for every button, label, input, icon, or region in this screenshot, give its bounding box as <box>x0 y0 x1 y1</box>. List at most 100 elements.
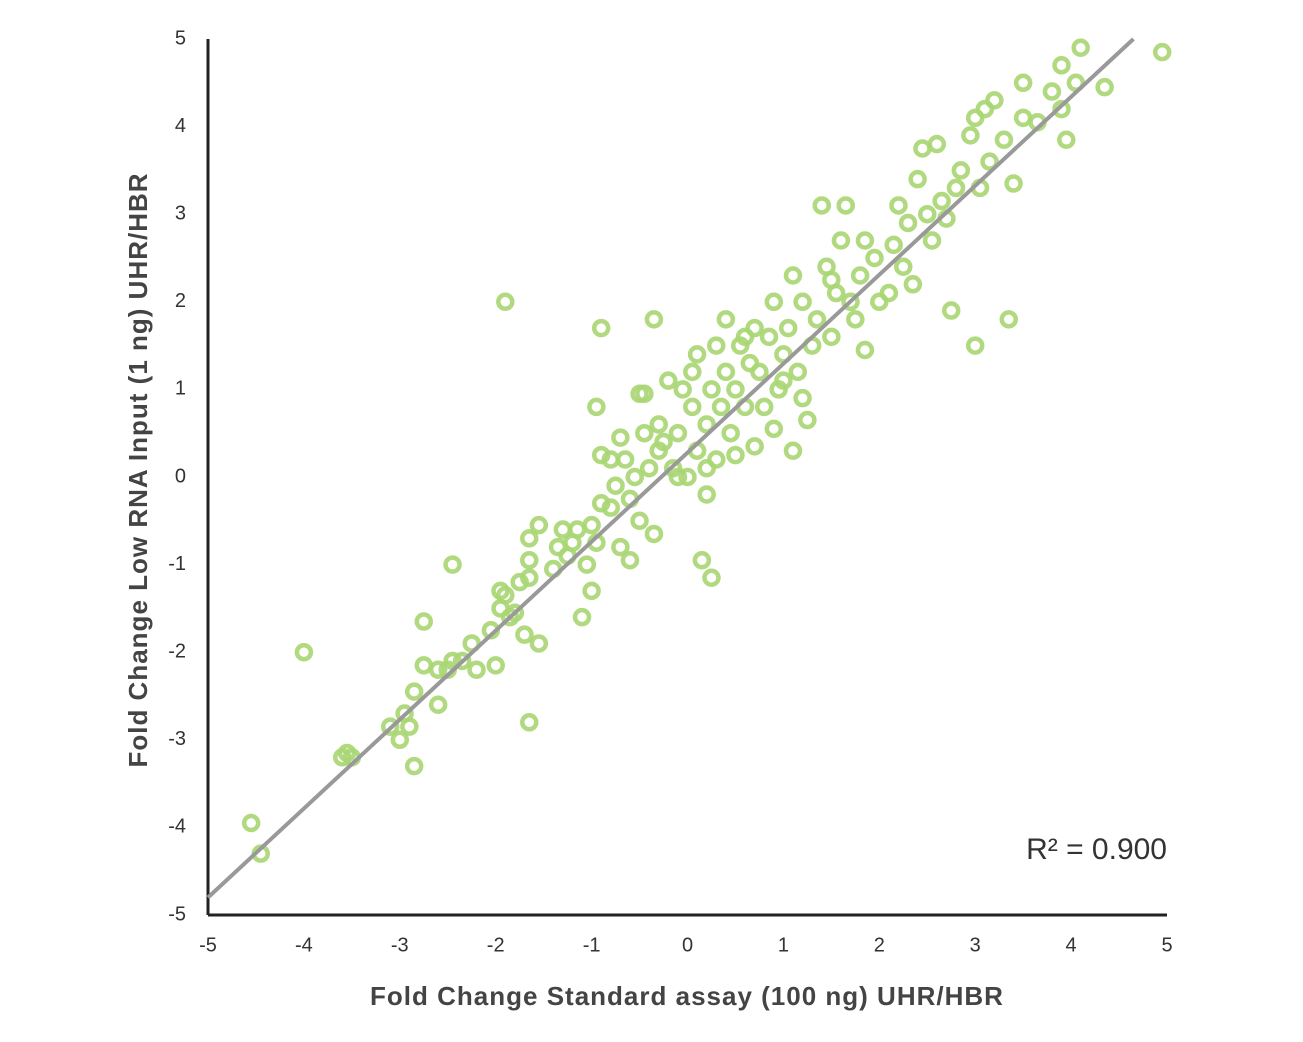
point <box>678 467 697 487</box>
point <box>606 476 625 496</box>
point <box>635 423 654 443</box>
x-tick-label: 3 <box>970 934 981 956</box>
point <box>1071 38 1090 58</box>
point <box>591 318 611 338</box>
point <box>846 310 865 329</box>
point <box>505 603 525 623</box>
point <box>644 524 664 544</box>
annotation: R² = 0.900 <box>1026 833 1167 866</box>
x-axis-title: Fold Change Standard assay (100 ng) UHR/… <box>370 981 1004 1011</box>
x-tick-label: -4 <box>295 934 313 956</box>
y-tick-label: 1 <box>175 378 186 400</box>
x-tick-label: 1 <box>778 934 789 956</box>
point <box>884 235 903 255</box>
point <box>414 656 434 675</box>
point <box>702 568 721 587</box>
point <box>726 445 745 465</box>
point <box>783 266 803 285</box>
point <box>855 231 875 250</box>
point <box>404 756 424 776</box>
point <box>697 458 716 478</box>
point <box>452 651 472 671</box>
point <box>683 397 702 417</box>
point <box>404 682 424 701</box>
point <box>577 555 597 574</box>
point <box>668 467 688 487</box>
point <box>496 586 515 605</box>
point <box>620 550 640 570</box>
y-tick-label: -3 <box>168 728 186 750</box>
y-tick-label: 5 <box>175 27 186 49</box>
point <box>951 161 971 180</box>
point <box>879 283 899 303</box>
point <box>707 336 726 355</box>
y-tick-label: 0 <box>175 465 186 487</box>
point <box>1004 174 1023 193</box>
point <box>778 318 798 338</box>
point <box>932 191 951 211</box>
x-tick-label: 4 <box>1066 934 1077 956</box>
point <box>898 213 918 233</box>
point <box>520 568 539 587</box>
point <box>750 362 769 382</box>
x-tick-label: 2 <box>874 934 885 956</box>
point <box>754 397 774 417</box>
point <box>428 660 448 679</box>
point <box>831 231 851 250</box>
point <box>841 292 860 312</box>
point <box>520 529 539 548</box>
point <box>711 397 731 417</box>
point <box>759 327 779 347</box>
point <box>927 134 947 154</box>
point <box>443 555 462 574</box>
point <box>788 362 808 382</box>
point <box>1057 130 1076 149</box>
x-tick-label: -3 <box>391 934 409 956</box>
point <box>798 410 817 430</box>
point <box>999 310 1019 329</box>
point <box>529 634 549 653</box>
point <box>1013 108 1033 128</box>
point <box>380 717 400 736</box>
point <box>572 607 592 627</box>
point <box>615 450 635 469</box>
point <box>913 139 932 158</box>
point <box>726 380 745 399</box>
point <box>994 130 1014 149</box>
point <box>515 625 534 644</box>
y-tick-label: -1 <box>168 553 186 575</box>
point <box>582 515 601 535</box>
point <box>587 397 606 417</box>
point <box>625 467 645 487</box>
point <box>850 266 870 285</box>
y-tick-label: 4 <box>175 115 186 137</box>
point <box>1152 42 1172 62</box>
point <box>601 450 621 469</box>
point <box>961 126 980 145</box>
point <box>1013 73 1033 93</box>
point <box>337 743 357 763</box>
x-tick-label: 0 <box>682 934 693 956</box>
point <box>649 415 668 434</box>
point <box>836 196 855 215</box>
y-tick-label: -2 <box>168 640 186 662</box>
point <box>793 388 812 408</box>
point <box>553 520 573 539</box>
trend-line <box>206 37 1135 899</box>
point <box>903 275 923 294</box>
x-tick-label: -5 <box>199 934 217 956</box>
y-axis-title: Fold Change Low RNA Input (1 ng) UHR/HBR <box>123 172 153 767</box>
point <box>783 441 803 460</box>
point <box>582 581 601 601</box>
point <box>865 248 884 268</box>
point <box>922 231 942 250</box>
point <box>774 371 793 390</box>
point <box>635 384 654 404</box>
point <box>894 257 913 277</box>
point <box>941 301 961 320</box>
y-tick-label: 2 <box>175 290 186 312</box>
point <box>496 292 515 312</box>
point <box>630 511 649 531</box>
y-tick-label: 3 <box>175 202 186 224</box>
